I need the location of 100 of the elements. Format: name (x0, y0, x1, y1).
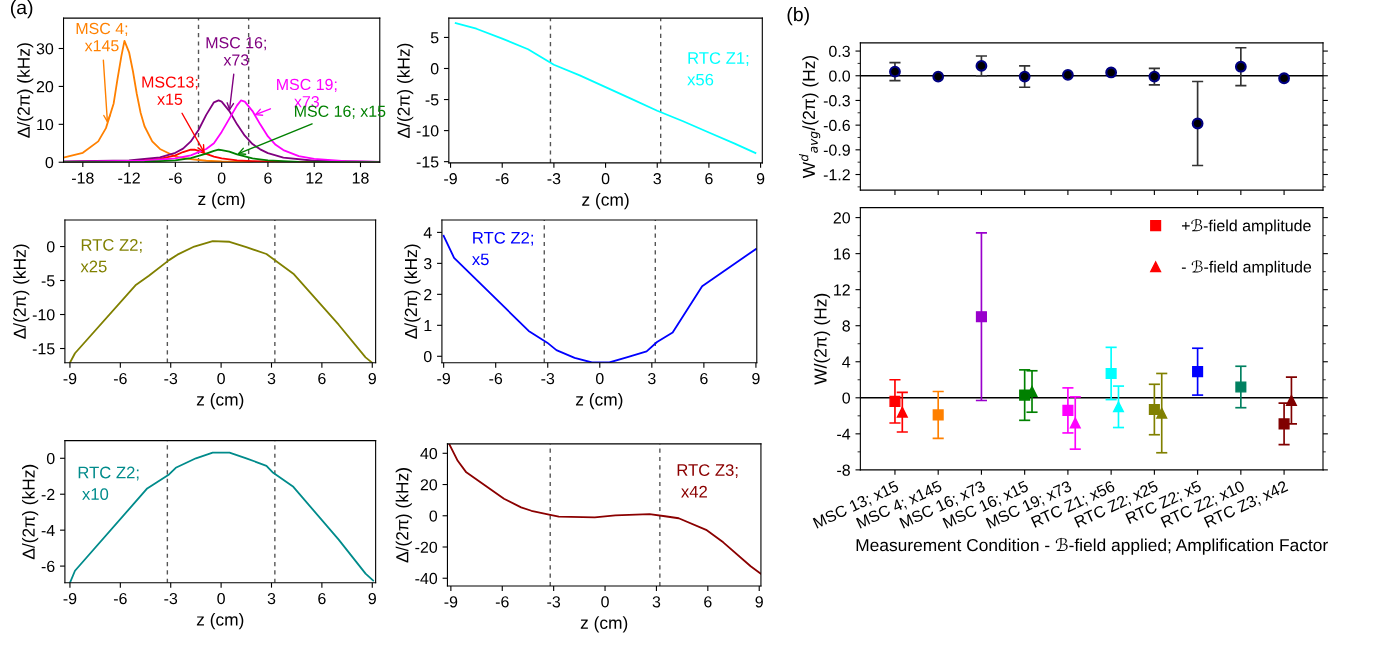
x-tick-label: -6 (495, 173, 509, 185)
y-axis-title: Δ/(2π) (kHz) (397, 43, 414, 138)
y-tick-label: 4 (842, 356, 851, 368)
y-tick-label: 4 (423, 227, 432, 239)
x-tick-label: -9 (437, 372, 450, 385)
x-tick-label: 18 (352, 172, 369, 184)
y-tick-label: -6 (41, 560, 55, 573)
x-tick-label: 0 (217, 592, 225, 605)
line-series (454, 22, 757, 154)
x-tick-label: 3 (653, 173, 661, 185)
x-tick-label: 9 (755, 596, 763, 608)
point (1105, 66, 1118, 79)
x-axis-title: Measurement Condition - ℬ-field applied; Amplification Factor (856, 537, 1328, 555)
x-tick-label: -6 (489, 372, 503, 385)
x-tick-label: -9 (444, 173, 457, 185)
x-tick-label: 9 (756, 173, 765, 185)
y-tick-label: 12 (834, 284, 850, 296)
x-tick-label: 6 (318, 372, 326, 385)
point (1234, 60, 1247, 73)
point (1191, 117, 1204, 130)
y-tick-label: 2 (424, 288, 432, 301)
y-axis-title: Δ/(2π) (kHz) (13, 244, 30, 339)
y-tick-label: -10 (416, 125, 439, 137)
y-tick-label: -8 (837, 464, 850, 476)
x-tick-label: 12 (306, 172, 323, 184)
y-tick-label: -0.3 (823, 95, 850, 107)
x-tick-label: -3 (164, 592, 178, 605)
x-tick-label: -6 (495, 596, 509, 608)
y-tick-label: -40 (415, 572, 438, 585)
x-axis-title: z (cm) (196, 612, 244, 630)
x-tick-label: 0 (601, 596, 609, 608)
x-tick-label: -3 (541, 372, 555, 385)
x-tick-label: -6 (113, 372, 127, 385)
annotation: RTC Z2; x25 (80, 239, 142, 273)
point (975, 311, 987, 323)
x-tick-label: 0 (217, 172, 226, 184)
y-tick-label: -20 (415, 541, 438, 553)
y-axis-title: Δ/(2π) (kHz) (395, 468, 412, 563)
annotation: MSC13; x15 (142, 76, 198, 105)
x-tick-label: 9 (368, 372, 376, 385)
y-tick-label: 40 (420, 447, 438, 460)
point (1062, 69, 1074, 81)
y-tick-label: 0 (429, 510, 438, 522)
y-tick-label: -2 (41, 488, 55, 500)
y-tick-label: 0.3 (829, 45, 850, 58)
y-tick-label: 20 (420, 479, 438, 491)
x-tick-label: 0 (601, 173, 610, 185)
x-tick-label: 3 (652, 596, 661, 608)
y-tick-label: 0.0 (829, 70, 851, 82)
x-tick-label: -3 (547, 596, 561, 608)
point (932, 409, 944, 421)
x-tick-label: 6 (704, 596, 712, 608)
x-tick-label: 6 (700, 372, 708, 385)
x-tick-label: -9 (444, 596, 458, 608)
y-tick-label: 0 (423, 350, 432, 363)
x-tick-label: -3 (547, 173, 561, 185)
x-axis-title: z (cm) (580, 616, 628, 633)
y-tick-label: -4 (837, 428, 851, 440)
x-tick-label: -3 (164, 372, 178, 385)
y-tick-label: -10 (32, 309, 55, 321)
x-tick-label: -9 (63, 372, 77, 385)
x-axis-title: z (cm) (196, 392, 244, 410)
y-tick-label: 30 (36, 43, 54, 55)
point (975, 59, 988, 72)
line-series (69, 240, 374, 363)
y-tick-label: -1.2 (823, 169, 850, 181)
point (1235, 381, 1247, 393)
y-axis-title: Δ/(2π) (kHz) (17, 43, 34, 138)
y-tick-label: 0 (46, 452, 55, 465)
point (932, 70, 945, 83)
y-tick-label: 1 (424, 320, 432, 332)
point (1018, 70, 1031, 83)
x-tick-label: 9 (368, 592, 376, 605)
x-tick-label: -9 (63, 592, 77, 605)
annotation: RTC Z1; x56 (687, 52, 749, 86)
text: (b) (787, 7, 809, 26)
y-tick-label: 3 (423, 258, 432, 270)
y-tick-label: -15 (32, 343, 55, 355)
point (1192, 366, 1204, 378)
y-tick-label: 0 (45, 156, 54, 169)
point (1278, 72, 1290, 85)
x-tick-label: 6 (705, 173, 713, 185)
y-axis-title: Δ/(2π) (kHz) (22, 464, 39, 560)
y-tick-label: -0.6 (823, 119, 850, 132)
x-tick-label: 6 (318, 592, 326, 605)
legend-label: - ℬ-field amplitude (1181, 260, 1312, 276)
y-tick-label: 16 (834, 248, 850, 260)
x-axis-title: z (cm) (575, 392, 623, 410)
y-tick-label: -0.9 (823, 144, 850, 156)
y-tick-label: 10 (37, 118, 54, 131)
x-tick-label: 3 (267, 372, 276, 385)
y-tick-label: 20 (833, 212, 851, 224)
x-axis-title: z (cm) (198, 192, 245, 209)
y-tick-label: 5 (430, 32, 439, 44)
y-tick-label: -5 (41, 275, 55, 287)
x-tick-label: 3 (267, 592, 276, 605)
y-tick-label: 20 (36, 81, 54, 93)
x-tick-label: 6 (264, 172, 272, 184)
y-tick-label: 0 (46, 241, 55, 253)
y-tick-label: -5 (425, 94, 439, 106)
